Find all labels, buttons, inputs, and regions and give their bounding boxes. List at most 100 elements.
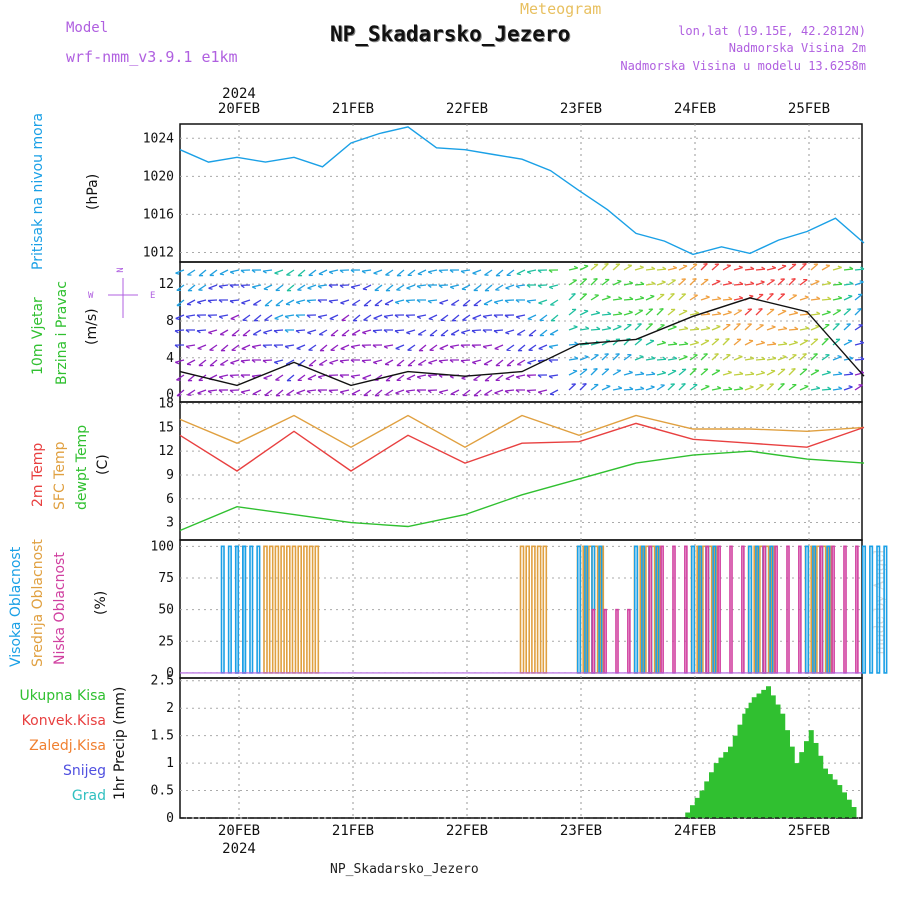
pressure-labels: Pritisak na nivou mora (hPa) <box>30 113 101 270</box>
wind-barb <box>308 269 317 276</box>
wind-barb <box>208 329 218 334</box>
temp-2m-series <box>179 422 865 472</box>
wind-barb <box>843 308 852 316</box>
wind-labels: 10m Vjetar Brzina i Pravac (m/s) N W E <box>30 267 155 385</box>
wind-barb <box>568 267 578 271</box>
wind-barb <box>810 338 819 346</box>
wind-barb <box>351 284 361 288</box>
wind-barb <box>186 359 196 365</box>
wind-barb <box>374 389 383 397</box>
wind-barb <box>744 283 755 286</box>
wind-barb <box>634 388 645 391</box>
wind-barb <box>810 370 820 376</box>
wind-barb <box>395 389 405 394</box>
wind-barb <box>656 342 666 346</box>
wind-barb <box>494 344 504 350</box>
wind-barb <box>766 326 776 331</box>
precip-bar <box>709 772 714 818</box>
wind-barb <box>461 284 471 290</box>
wind-barb <box>788 263 797 271</box>
wind-barb <box>656 281 666 286</box>
wind-barb <box>667 370 677 376</box>
wind-barb <box>506 269 515 276</box>
wind-barb <box>274 359 284 363</box>
wind-barb <box>385 284 394 292</box>
precip-legend-snow: Snijeg <box>63 763 106 779</box>
wind-barb <box>187 389 196 396</box>
wind-barb <box>286 374 295 382</box>
wind-barb <box>527 269 537 273</box>
wind-barb <box>208 284 218 289</box>
wind-barb <box>623 388 634 391</box>
high-cloud-bar <box>883 545 888 674</box>
wind-barb <box>843 386 853 391</box>
wind-barb <box>799 279 808 286</box>
wind-barb <box>788 294 798 301</box>
wind-barb <box>700 313 711 316</box>
wind-barb <box>733 356 743 361</box>
wind-barb <box>733 266 743 271</box>
wind-barb <box>274 314 284 320</box>
wind-barb <box>263 284 273 290</box>
precip-bar <box>837 785 843 818</box>
wind-barb <box>297 374 306 381</box>
wind-barb <box>306 389 317 392</box>
precip-bar <box>685 812 691 818</box>
wind-barb <box>373 359 383 363</box>
precip-bar <box>718 757 724 818</box>
wind-barb <box>385 389 394 396</box>
wind-barb <box>744 373 755 376</box>
wind-barb <box>744 357 754 361</box>
wind-barb <box>526 299 537 302</box>
precip-bar <box>751 697 757 818</box>
wind-barb <box>539 329 548 337</box>
wind-barb <box>810 325 820 331</box>
wind-barb <box>590 384 599 391</box>
precip-bar <box>713 763 719 818</box>
wind-barb <box>417 374 427 378</box>
wind-barb <box>700 340 710 346</box>
wind-barb <box>579 327 589 331</box>
bottom-date-axis: 20FEB 21FEB 22FEB 23FEB 24FEB 25FEB <box>218 823 830 839</box>
wind-barb <box>483 344 493 348</box>
wind-barb <box>230 359 240 364</box>
mid-cloud-bar <box>531 545 536 674</box>
wind-barb <box>230 314 240 320</box>
wind-barb <box>678 356 688 361</box>
wind-barb <box>832 297 842 301</box>
wind-barb <box>198 284 207 291</box>
wind-barb <box>285 314 295 318</box>
bottom-date-label: 25FEB <box>788 823 830 839</box>
wind-barb <box>634 297 644 301</box>
wind-barb <box>766 383 775 391</box>
wind-barb <box>240 359 251 362</box>
wind-barb <box>678 278 687 286</box>
wind-barb <box>308 359 317 367</box>
wind-barb <box>678 343 689 346</box>
wind-barb <box>374 299 383 307</box>
cloud-label-2: Srednja Oblacnost <box>30 539 46 667</box>
wind-barb <box>832 356 842 361</box>
wind-barb <box>623 282 633 286</box>
wind-barb <box>667 343 678 346</box>
wind-barb <box>318 269 328 275</box>
wind-barb <box>406 329 416 334</box>
compass-icon: N W E <box>88 267 155 318</box>
wind-barb <box>601 385 611 391</box>
wind-barb <box>799 263 807 271</box>
wind-barb <box>722 298 733 301</box>
wind-barb <box>601 313 612 316</box>
wind-barb <box>788 312 798 316</box>
wind-barb <box>744 340 754 346</box>
wind-barb <box>788 368 796 376</box>
wind-barb <box>854 293 863 301</box>
wind-barb <box>473 299 482 307</box>
wind-barb <box>568 308 577 316</box>
temp-label-3: dewpt Temp <box>74 425 90 510</box>
wind-barb <box>612 298 623 301</box>
low-cloud-bar <box>705 545 710 674</box>
wind-barb <box>854 384 863 391</box>
y-tick-label: 18 <box>158 397 174 412</box>
wind-barb <box>711 325 721 331</box>
wind-barb <box>297 269 306 277</box>
